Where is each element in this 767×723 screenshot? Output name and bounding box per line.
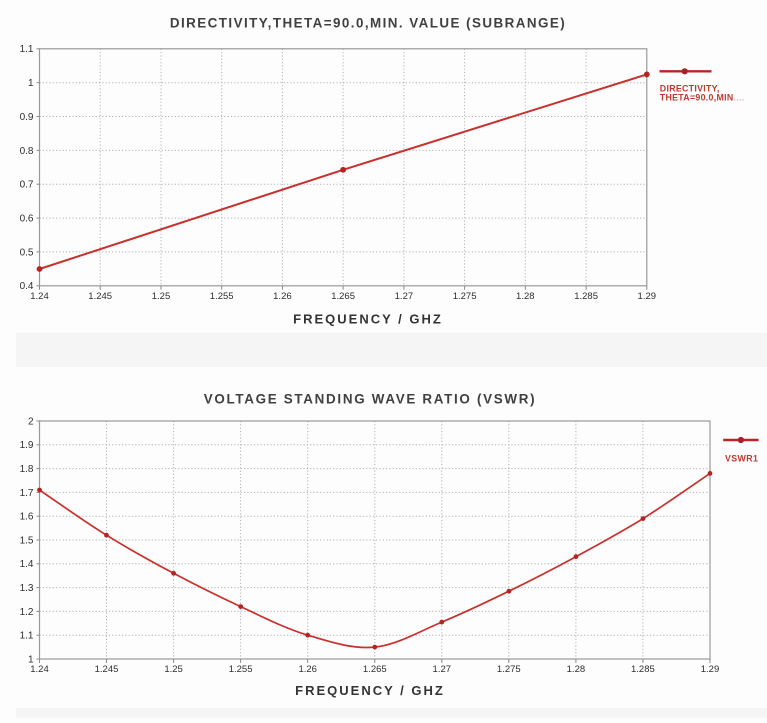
svg-text:1.6: 1.6 [20, 512, 34, 523]
svg-text:1.2: 1.2 [20, 607, 34, 618]
svg-text:1.5: 1.5 [20, 535, 34, 546]
svg-text:0.5: 0.5 [20, 247, 34, 258]
svg-text:1.29: 1.29 [638, 291, 657, 302]
svg-text:1.285: 1.285 [631, 664, 655, 675]
svg-text:DIRECTIVITY,THETA=90.0,MIN. VA: DIRECTIVITY,THETA=90.0,MIN. VALUE (SUBRA… [170, 16, 566, 31]
svg-text:1.245: 1.245 [88, 291, 112, 302]
svg-text:1: 1 [28, 78, 34, 89]
svg-text:FREQUENCY / GHZ: FREQUENCY / GHZ [293, 312, 443, 327]
svg-text:FREQUENCY / GHZ: FREQUENCY / GHZ [295, 683, 445, 698]
svg-text:1.25: 1.25 [152, 291, 171, 302]
svg-text:1.3: 1.3 [20, 583, 34, 594]
svg-text:1.24: 1.24 [30, 664, 49, 675]
svg-text:1: 1 [28, 654, 34, 665]
svg-text:1.255: 1.255 [210, 291, 234, 302]
svg-text:0.4: 0.4 [20, 281, 34, 292]
svg-text:1.8: 1.8 [20, 464, 34, 475]
svg-text:1.25: 1.25 [164, 664, 183, 675]
svg-text:1.245: 1.245 [95, 664, 119, 675]
svg-text:1.265: 1.265 [331, 291, 355, 302]
svg-text:1.7: 1.7 [20, 488, 34, 499]
svg-text:1.255: 1.255 [229, 664, 253, 675]
svg-text:1.275: 1.275 [497, 664, 521, 675]
svg-text:1.4: 1.4 [20, 559, 34, 570]
svg-text:1.265: 1.265 [363, 664, 387, 675]
svg-text:1.275: 1.275 [453, 291, 477, 302]
svg-text:1.9: 1.9 [20, 440, 34, 451]
svg-text:1.1: 1.1 [20, 631, 34, 642]
svg-text:1.27: 1.27 [395, 291, 414, 302]
svg-text:THETA=90.0,MIN....: THETA=90.0,MIN.... [660, 93, 745, 103]
svg-text:0.7: 0.7 [20, 180, 34, 191]
svg-text:1.28: 1.28 [567, 664, 586, 675]
svg-text:2: 2 [28, 416, 34, 427]
svg-text:1.28: 1.28 [516, 291, 535, 302]
svg-text:1.1: 1.1 [20, 44, 34, 55]
svg-text:0.9: 0.9 [20, 112, 34, 123]
svg-text:0.6: 0.6 [20, 214, 34, 225]
svg-text:1.24: 1.24 [30, 291, 49, 302]
svg-text:1.26: 1.26 [298, 664, 317, 675]
svg-text:VOLTAGE STANDING WAVE RATIO (V: VOLTAGE STANDING WAVE RATIO (VSWR) [204, 391, 537, 406]
svg-text:1.29: 1.29 [701, 664, 720, 675]
svg-text:1.285: 1.285 [574, 291, 598, 302]
svg-text:1.27: 1.27 [433, 664, 452, 675]
svg-text:DIRECTIVITY,: DIRECTIVITY, [660, 84, 720, 94]
svg-text:VSWR1: VSWR1 [725, 454, 758, 464]
svg-text:0.8: 0.8 [20, 146, 34, 157]
svg-text:1.26: 1.26 [273, 291, 292, 302]
